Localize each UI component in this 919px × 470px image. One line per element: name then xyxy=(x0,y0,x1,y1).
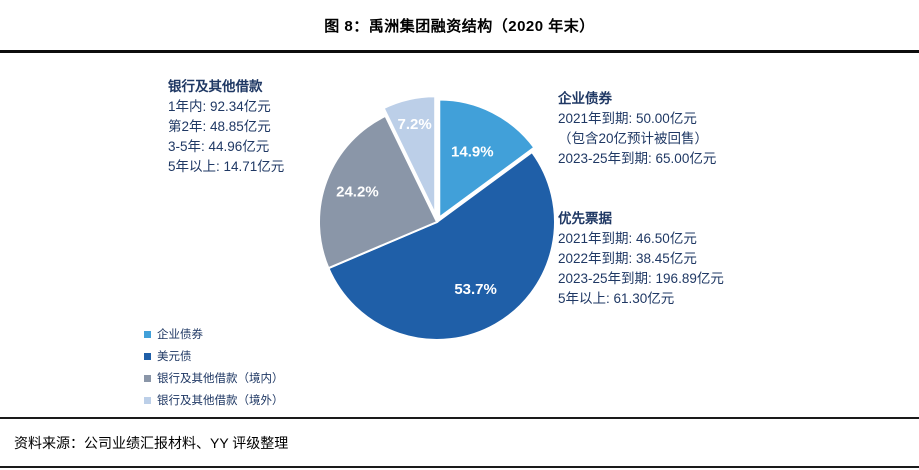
callout-line: 3-5年: 44.96亿元 xyxy=(168,139,270,154)
legend-item-usd-bonds: 美元债 xyxy=(144,345,284,367)
chart-area: 银行及其他借款 1年内: 92.34亿元 第2年: 48.85亿元 3-5年: … xyxy=(0,53,919,417)
pie-chart: 14.9% 53.7% 24.2% 7.2% xyxy=(318,95,556,341)
callout-line: 1年内: 92.34亿元 xyxy=(168,99,271,114)
legend-label: 美元债 xyxy=(157,351,192,363)
callout-line: 5年以上: 14.71亿元 xyxy=(168,159,285,174)
legend-swatch xyxy=(144,396,151,404)
figure-title: 图 8：禹洲集团融资结构（2020 年末） xyxy=(324,17,595,35)
callout-line: 2021年到期: 50.00亿元 xyxy=(558,111,697,126)
pie-slice-label-corporate-bonds: 14.9% xyxy=(451,144,494,161)
callout-header: 银行及其他借款 xyxy=(168,79,263,94)
bottom-border xyxy=(0,466,919,468)
legend-label: 银行及其他借款（境外） xyxy=(157,395,284,407)
title-divider xyxy=(0,50,919,53)
legend-swatch xyxy=(144,374,151,382)
callout-header: 优先票据 xyxy=(558,211,612,226)
source-note: 资料来源：公司业绩汇报材料、YY 评级整理 xyxy=(14,434,289,451)
pie-slice-label-usd-bonds: 53.7% xyxy=(454,281,497,298)
callout-bank-borrowings: 银行及其他借款 1年内: 92.34亿元 第2年: 48.85亿元 3-5年: … xyxy=(168,77,284,177)
legend-item-bank-domestic: 银行及其他借款（境内） xyxy=(144,367,284,389)
legend-swatch xyxy=(144,352,151,360)
callout-line: 第2年: 48.85亿元 xyxy=(168,119,271,134)
callout-line: 2022年到期: 38.45亿元 xyxy=(558,251,697,266)
callout-senior-notes: 优先票据 2021年到期: 46.50亿元 2022年到期: 38.45亿元 2… xyxy=(558,209,724,309)
callout-header: 企业债券 xyxy=(558,91,612,106)
callout-line: 2023-25年到期: 196.89亿元 xyxy=(558,271,724,286)
callout-corporate-bonds: 企业债券 2021年到期: 50.00亿元 （包含20亿预计被回售） 2023-… xyxy=(558,89,716,169)
legend-swatch xyxy=(144,330,151,338)
callout-line: （包含20亿预计被回售） xyxy=(558,131,709,146)
pie-slice-bank-offshore xyxy=(382,95,437,215)
pie-slice-corporate-bonds xyxy=(438,98,536,220)
callout-line: 2021年到期: 46.50亿元 xyxy=(558,231,697,246)
pie-slice-label-bank-domestic: 24.2% xyxy=(336,184,379,201)
pie-slice-usd-bonds xyxy=(327,150,556,341)
source-divider xyxy=(0,417,919,419)
legend-label: 银行及其他借款（境内） xyxy=(157,373,284,385)
legend-item-bank-offshore: 银行及其他借款（境外） xyxy=(144,389,284,411)
pie-slice-bank-domestic xyxy=(318,114,439,270)
callout-line: 2023-25年到期: 65.00亿元 xyxy=(558,151,717,166)
callout-line: 5年以上: 61.30亿元 xyxy=(558,291,675,306)
legend: 企业债券 美元债 银行及其他借款（境内） 银行及其他借款（境外） xyxy=(144,323,284,411)
pie-slice-label-bank-offshore: 7.2% xyxy=(397,116,431,133)
legend-label: 企业债券 xyxy=(157,329,203,341)
legend-item-corporate-bonds: 企业债券 xyxy=(144,323,284,345)
